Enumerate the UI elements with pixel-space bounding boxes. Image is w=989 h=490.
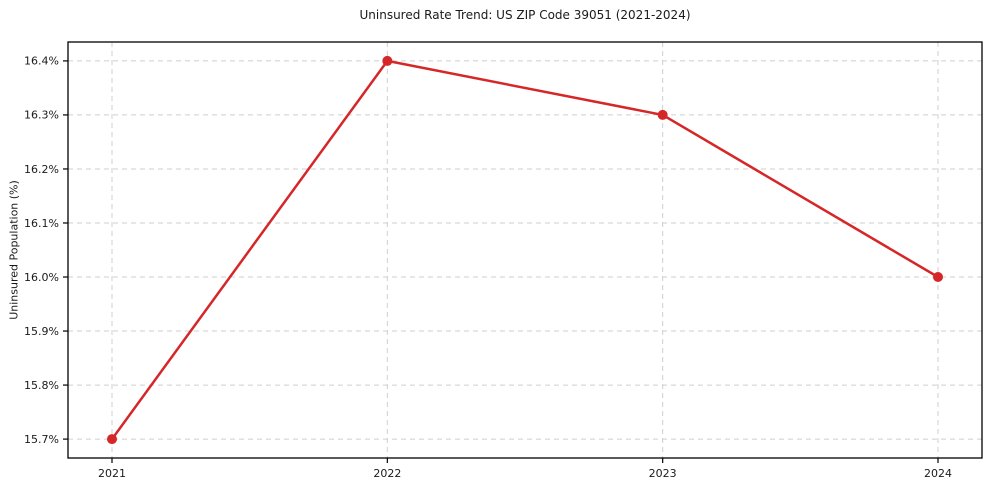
y-tick-label: 15.9% xyxy=(24,325,59,338)
plot-border xyxy=(67,41,983,459)
y-tick-label: 16.4% xyxy=(24,55,59,68)
x-tick-label: 2024 xyxy=(924,467,952,480)
x-tick-label: 2021 xyxy=(98,467,126,480)
grid xyxy=(68,42,982,458)
x-tick-label: 2023 xyxy=(649,467,677,480)
chart-title: Uninsured Rate Trend: US ZIP Code 39051 … xyxy=(359,8,691,22)
y-tick-label: 15.8% xyxy=(24,379,59,392)
data-point xyxy=(933,272,943,283)
data-point xyxy=(382,55,393,66)
y-tick-label: 16.1% xyxy=(24,217,59,230)
x-tick-label: 2022 xyxy=(373,467,401,480)
data-point xyxy=(107,434,117,445)
line-series xyxy=(110,59,940,441)
x-axis: 2021 2022 2023 2024 xyxy=(98,458,952,480)
y-tick-label: 15.7% xyxy=(24,433,59,446)
y-tick-label: 16.3% xyxy=(24,109,59,122)
y-tick-label: 16.2% xyxy=(24,163,59,176)
y-tick-label: 16.0% xyxy=(24,271,59,284)
y-axis: 15.7% 15.8% 15.9% 16.0% 16.1% 16.2% 16.3% 16.4% xyxy=(24,55,68,446)
data-point xyxy=(657,109,668,120)
